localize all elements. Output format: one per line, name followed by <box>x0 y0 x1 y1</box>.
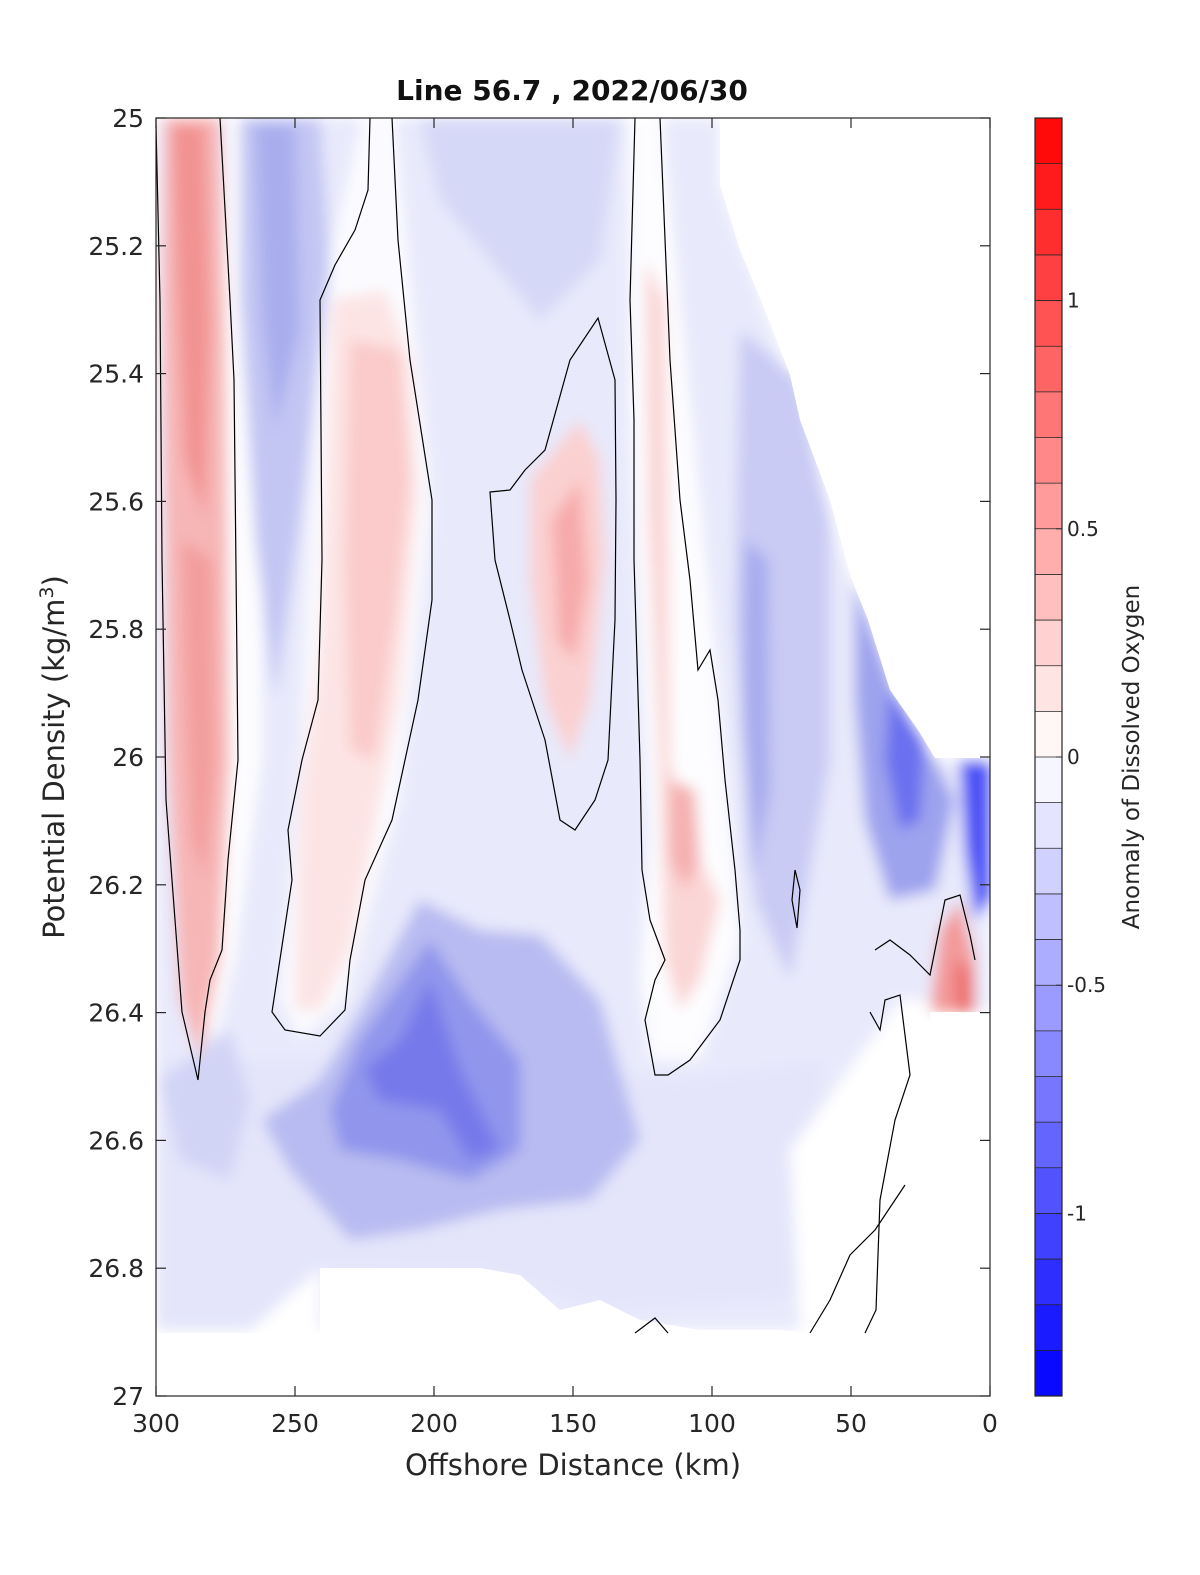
y-axis-label-superscript: 3 <box>36 586 58 598</box>
colorbar-step <box>1035 985 1062 1032</box>
colorbar-step <box>1035 711 1062 758</box>
colorbar-step <box>1035 1213 1062 1260</box>
y-axis: 25 25.2 25.4 25.6 25.8 26 26.2 26.4 26.6 26.8 27 <box>88 104 990 1411</box>
colorbar-step <box>1035 254 1062 302</box>
colorbar-step <box>1035 391 1062 438</box>
y-axis-label-close: ) <box>37 575 71 586</box>
contour-1 <box>156 118 239 1081</box>
y-tick-label: 25.4 <box>88 360 144 389</box>
y-tick-label: 25.6 <box>88 487 144 516</box>
y-tick-label: 25 <box>112 104 144 133</box>
colorbar-step <box>1035 1167 1062 1214</box>
x-tick-label: 200 <box>410 1409 458 1438</box>
field-blue-deep-core <box>365 980 500 1160</box>
contour-8 <box>809 1184 906 1334</box>
colorbar: 1 0.5 0 -0.5 -1 Anomaly of Dissolved Oxygen <box>1034 117 1145 1397</box>
colorbar-step <box>1035 1259 1062 1306</box>
y-tick-label: 26 <box>112 743 144 772</box>
colorbar-step <box>1035 118 1062 165</box>
y-tick-label: 25.2 <box>88 232 144 261</box>
colorbar-tick-label: 0.5 <box>1067 517 1099 541</box>
plot-area: 300 250 200 150 100 50 0 2525.225.425.625.8262… <box>88 104 998 1438</box>
colorbar-label: Anomaly of Dissolved Oxygen <box>1119 585 1145 930</box>
contour-2 <box>271 118 433 1037</box>
chart-title: Line 56.7 , 2022/06/30 <box>396 74 748 107</box>
field-neutral-band-5 <box>790 1000 930 1330</box>
colorbar-tick-label: 1 <box>1067 289 1080 313</box>
field-blue-left-deep <box>160 1030 250 1180</box>
colorbar-step <box>1035 620 1062 667</box>
colorbar-step <box>1035 437 1062 484</box>
colorbar-step <box>1035 848 1062 895</box>
colorbar-step <box>1035 163 1062 210</box>
zero-contours <box>156 118 976 1334</box>
field-red-column-110-core <box>670 780 700 890</box>
x-axis: 300 250 200 150 100 50 0 <box>132 118 998 1438</box>
colorbar-step <box>1035 300 1062 347</box>
y-axis-label-main: Potential Density (kg/m <box>37 599 71 939</box>
colorbar-step <box>1035 1304 1062 1351</box>
y-tick-label: 26.4 <box>88 999 144 1028</box>
field-red-column-285-core <box>172 125 210 520</box>
y-tick-label: 26.8 <box>88 1254 144 1283</box>
x-axis-label: Offshore Distance (km) <box>405 1448 741 1482</box>
colorbar-step <box>1035 483 1062 530</box>
x-tick-label: 100 <box>688 1409 736 1438</box>
contour-6 <box>864 994 911 1334</box>
colorbar-step <box>1035 1030 1062 1077</box>
colorbar-ticks: 1 0.5 0 -0.5 -1 <box>1056 289 1106 1225</box>
colorbar-step <box>1035 757 1062 804</box>
colorbar-step <box>1035 209 1062 256</box>
field-red-coastal-core <box>955 960 975 1012</box>
y-tick-label: 27 <box>112 1382 144 1411</box>
contour-5 <box>791 869 801 929</box>
field-blue-nearshore <box>960 760 990 920</box>
y-axis-label: Potential Density (kg/m3) <box>36 575 71 939</box>
colorbar-step <box>1035 574 1062 621</box>
field-blue-column-260-core <box>255 125 300 430</box>
field-red-column-222-core <box>345 340 410 760</box>
field-blue-coastal-core <box>885 690 925 830</box>
x-tick-label: 300 <box>132 1409 180 1438</box>
colorbar-steps <box>1035 117 1062 1397</box>
no-data-bottom <box>156 1012 990 1396</box>
colorbar-step <box>1035 893 1062 941</box>
x-tick-label: 150 <box>549 1409 597 1438</box>
y-tick-label: 25.8 <box>88 615 144 644</box>
field-blue-column-80-core <box>742 540 770 880</box>
anomaly-field <box>156 118 990 1396</box>
x-tick-label: 250 <box>271 1409 319 1438</box>
field-blue-top-190 <box>420 118 620 320</box>
contour-4 <box>629 118 741 1076</box>
colorbar-tick-label: -1 <box>1067 1201 1087 1225</box>
y-tick-label: 26.2 <box>88 871 144 900</box>
colorbar-step <box>1035 1350 1062 1397</box>
x-tick-label: 0 <box>982 1409 998 1438</box>
colorbar-tick-label: -0.5 <box>1067 973 1106 997</box>
colorbar-step <box>1035 802 1062 849</box>
colorbar-step <box>1035 1122 1062 1169</box>
no-data-top-right <box>720 118 990 758</box>
contour-7 <box>874 894 976 977</box>
colorbar-tick-label: 0 <box>1067 745 1080 769</box>
colorbar-step <box>1035 528 1062 575</box>
field-red-column-285-lower <box>182 540 215 880</box>
field-red-column-150-core <box>552 480 588 660</box>
colorbar-step <box>1035 346 1062 393</box>
field-red-column-110 <box>645 260 720 1010</box>
colorbar-step <box>1035 665 1062 712</box>
y-tick-label: 26.6 <box>88 1126 144 1155</box>
colorbar-step <box>1035 939 1062 986</box>
colorbar-step <box>1035 1076 1062 1123</box>
contour-3 <box>489 316 617 831</box>
x-tick-label: 50 <box>835 1409 867 1438</box>
contour-9 <box>634 1317 669 1334</box>
